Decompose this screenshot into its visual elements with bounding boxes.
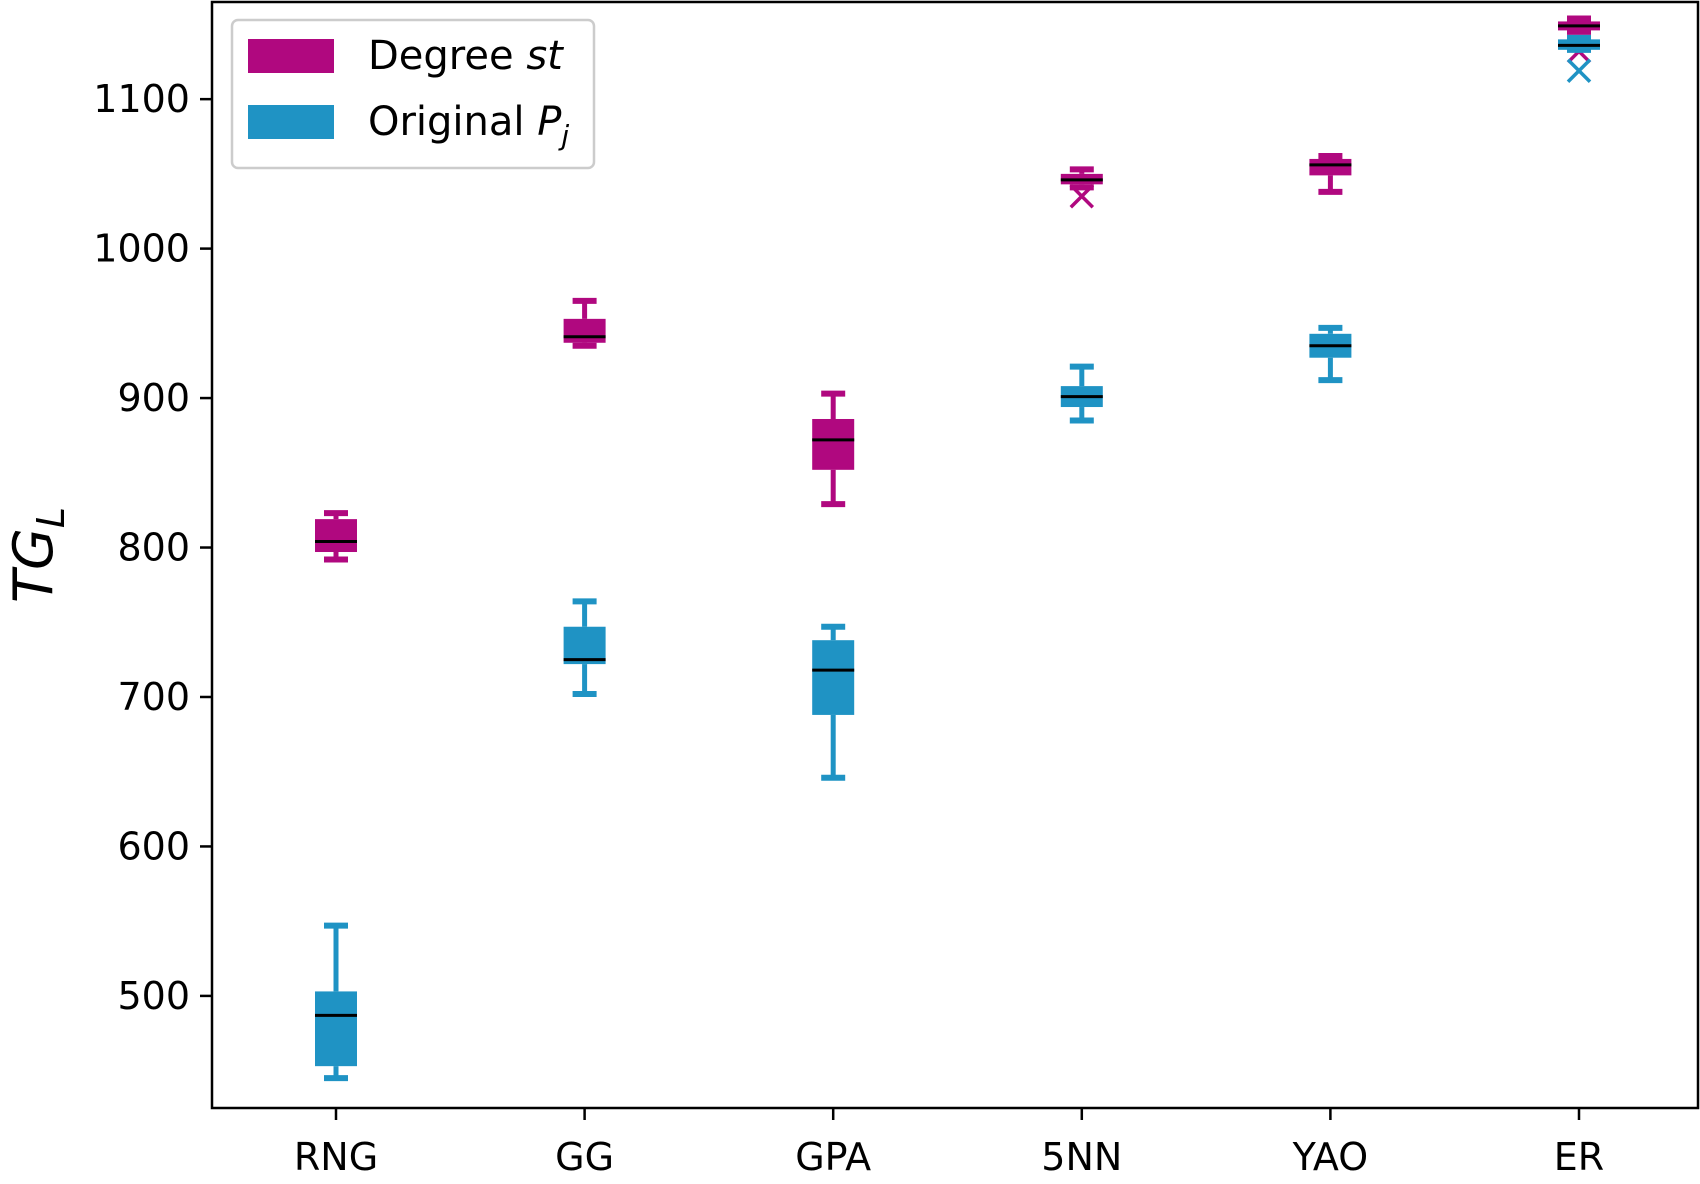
y-tick-label: 500 xyxy=(117,974,190,1018)
x-tick-label: YAO xyxy=(1292,1135,1369,1179)
box-0-YAO xyxy=(1309,152,1352,195)
box-1-5NN xyxy=(1060,363,1103,424)
flier-stroke xyxy=(1566,58,1592,83)
box-body xyxy=(315,991,357,1067)
box-0-5NN xyxy=(1060,166,1103,209)
x-tick-label: GPA xyxy=(795,1135,871,1179)
box-0-GG xyxy=(563,297,606,349)
legend-entry-text: Original xyxy=(368,99,537,145)
flier-marker xyxy=(1069,184,1095,209)
box-1-GPA xyxy=(812,623,855,781)
y-axis-label: TGL xyxy=(2,507,73,603)
y-axis-label-subscript: L xyxy=(29,507,73,528)
x-tick-label: RNG xyxy=(294,1135,378,1179)
box-1-ER xyxy=(1558,34,1600,83)
plot-frame xyxy=(210,0,1700,1110)
box-1-GG xyxy=(563,598,606,697)
box-1-RNG xyxy=(315,922,357,1082)
box-body xyxy=(812,640,855,715)
y-tick-label: 700 xyxy=(117,675,190,719)
legend-entry-label: Original Pj xyxy=(368,99,569,152)
box-body xyxy=(1309,158,1352,176)
flier-marker xyxy=(1566,58,1592,83)
x-tick-label: GG xyxy=(555,1135,614,1179)
box-body xyxy=(315,519,357,553)
box-body xyxy=(812,418,855,470)
plot-marks xyxy=(315,15,1600,1082)
y-tick-label: 800 xyxy=(117,526,190,570)
legend-entry-label: Degree st xyxy=(368,33,564,79)
box-0-RNG xyxy=(315,510,357,563)
y-axis-label-main: TG xyxy=(2,528,65,603)
y-tick-label: 900 xyxy=(117,376,190,420)
legend-swatch xyxy=(248,105,334,139)
box-0-GPA xyxy=(812,390,855,508)
y-tick-label: 1100 xyxy=(93,77,190,121)
legend-entry-italic: P xyxy=(537,99,562,145)
y-tick-label: 600 xyxy=(117,824,190,868)
legend-swatch xyxy=(248,39,334,73)
box-1-YAO xyxy=(1309,324,1352,384)
box-body xyxy=(563,318,606,343)
box-body xyxy=(563,626,606,665)
y-axis-label-group: TGL xyxy=(2,507,73,603)
flier-stroke xyxy=(1069,184,1095,209)
y-tick-label: 1000 xyxy=(93,227,190,271)
legend-entry-italic: st xyxy=(526,33,564,79)
axes: 500 600 700 800 900 1000 1100 RNG GG GPA 5NN YAO ER xyxy=(93,0,1700,1179)
legend: Degree st Original Pj xyxy=(230,18,596,170)
legend-entry-text: Degree xyxy=(368,33,526,79)
x-tick-label: 5NN xyxy=(1041,1135,1122,1179)
x-tick-label: ER xyxy=(1554,1135,1604,1179)
